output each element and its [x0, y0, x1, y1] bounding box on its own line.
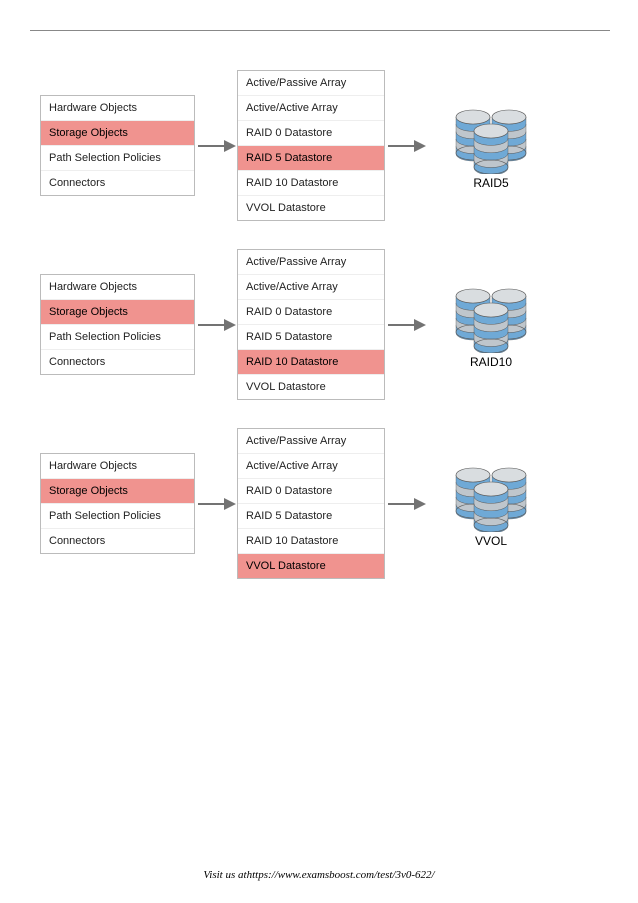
storage-cluster-icon [441, 281, 541, 353]
right-menu-item[interactable]: RAID 10 Datastore [238, 350, 384, 375]
left-menu-item[interactable]: Hardware Objects [41, 454, 194, 479]
left-menu-item[interactable]: Connectors [41, 171, 194, 195]
right-menu-item[interactable]: Active/Passive Array [238, 71, 384, 96]
left-menu: Hardware ObjectsStorage ObjectsPath Sele… [40, 95, 195, 196]
arrow-icon [386, 317, 426, 333]
right-menu-item[interactable]: RAID 5 Datastore [238, 325, 384, 350]
diagram-row: Hardware ObjectsStorage ObjectsPath Sele… [40, 249, 618, 400]
right-menu-item[interactable]: Active/Active Array [238, 454, 384, 479]
right-menu-item[interactable]: RAID 0 Datastore [238, 300, 384, 325]
storage-col: RAID5 [431, 102, 551, 190]
right-menu-item[interactable]: Active/Passive Array [238, 429, 384, 454]
left-menu-item[interactable]: Path Selection Policies [41, 325, 194, 350]
arrow-icon [386, 496, 426, 512]
arrow-icon [196, 317, 236, 333]
left-menu: Hardware ObjectsStorage ObjectsPath Sele… [40, 453, 195, 554]
right-menu-item[interactable]: RAID 5 Datastore [238, 146, 384, 171]
storage-col: RAID10 [431, 281, 551, 369]
diagram-row: Hardware ObjectsStorage ObjectsPath Sele… [40, 70, 618, 221]
right-menu: Active/Passive ArrayActive/Active ArrayR… [237, 428, 385, 579]
arrow-icon [196, 138, 236, 154]
footer-text: Visit us athttps://www.examsboost.com/te… [0, 869, 638, 881]
left-menu-item[interactable]: Path Selection Policies [41, 146, 194, 171]
storage-cluster-icon [441, 460, 541, 532]
left-menu-item[interactable]: Storage Objects [41, 121, 194, 146]
right-menu-item[interactable]: VVOL Datastore [238, 554, 384, 578]
right-menu-item[interactable]: RAID 0 Datastore [238, 479, 384, 504]
arrow-col [385, 496, 427, 512]
right-menu-item[interactable]: RAID 5 Datastore [238, 504, 384, 529]
left-menu-item[interactable]: Path Selection Policies [41, 504, 194, 529]
arrow-col [195, 496, 237, 512]
left-menu-item[interactable]: Hardware Objects [41, 275, 194, 300]
right-menu-item[interactable]: RAID 10 Datastore [238, 529, 384, 554]
arrow-col [195, 317, 237, 333]
storage-label: RAID5 [473, 176, 508, 190]
right-menu-item[interactable]: RAID 0 Datastore [238, 121, 384, 146]
storage-cluster-icon [441, 102, 541, 174]
right-menu-item[interactable]: VVOL Datastore [238, 375, 384, 399]
arrow-col [385, 138, 427, 154]
right-menu-item[interactable]: VVOL Datastore [238, 196, 384, 220]
left-menu-item[interactable]: Storage Objects [41, 300, 194, 325]
arrow-icon [196, 496, 236, 512]
right-menu-item[interactable]: Active/Passive Array [238, 250, 384, 275]
storage-col: VVOL [431, 460, 551, 548]
right-menu-item[interactable]: RAID 10 Datastore [238, 171, 384, 196]
right-menu-item[interactable]: Active/Active Array [238, 275, 384, 300]
right-menu: Active/Passive ArrayActive/Active ArrayR… [237, 249, 385, 400]
top-divider [30, 30, 610, 31]
left-menu-item[interactable]: Connectors [41, 529, 194, 553]
storage-label: VVOL [475, 534, 507, 548]
arrow-col [385, 317, 427, 333]
right-menu: Active/Passive ArrayActive/Active ArrayR… [237, 70, 385, 221]
storage-label: RAID10 [470, 355, 512, 369]
left-menu-item[interactable]: Connectors [41, 350, 194, 374]
left-menu-item[interactable]: Storage Objects [41, 479, 194, 504]
diagram-row: Hardware ObjectsStorage ObjectsPath Sele… [40, 428, 618, 579]
arrow-col [195, 138, 237, 154]
right-menu-item[interactable]: Active/Active Array [238, 96, 384, 121]
diagram-container: Hardware ObjectsStorage ObjectsPath Sele… [40, 70, 618, 607]
left-menu-item[interactable]: Hardware Objects [41, 96, 194, 121]
arrow-icon [386, 138, 426, 154]
left-menu: Hardware ObjectsStorage ObjectsPath Sele… [40, 274, 195, 375]
